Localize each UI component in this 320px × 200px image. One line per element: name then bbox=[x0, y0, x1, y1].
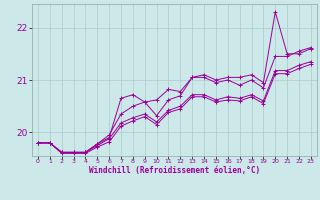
X-axis label: Windchill (Refroidissement éolien,°C): Windchill (Refroidissement éolien,°C) bbox=[89, 166, 260, 175]
